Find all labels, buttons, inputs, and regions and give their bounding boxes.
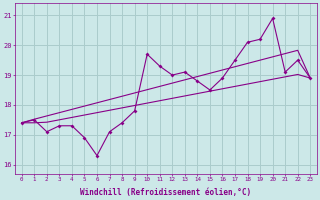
X-axis label: Windchill (Refroidissement éolien,°C): Windchill (Refroidissement éolien,°C) xyxy=(80,188,252,197)
